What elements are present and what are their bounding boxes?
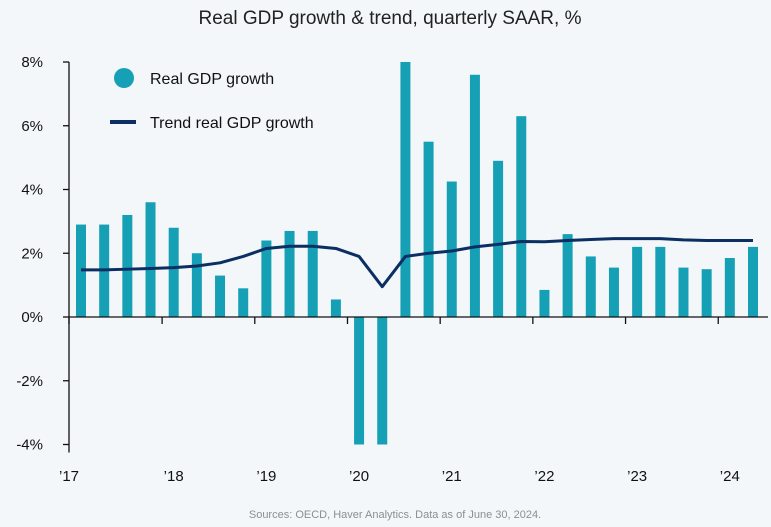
bar-2020Q2 [377,317,388,445]
bar-2023Q4 [701,269,712,317]
y-tick-label: 2% [21,245,43,262]
legend-swatch-real-gdp [114,68,134,88]
legend: Real GDP growth Trend real GDP growth [110,68,314,132]
x-tick-label: ’22 [534,468,554,485]
y-tick-label: 6% [21,118,43,135]
x-tick-label: ’24 [720,468,740,485]
x-tick-label: ’23 [627,468,647,485]
x-tick-label: ’21 [442,468,462,485]
bar-2019Q2 [284,230,295,317]
bar-2018Q2 [191,253,202,317]
bar-2022Q3 [585,256,596,317]
bar-2019Q4 [330,299,341,317]
y-tick-label: -4% [16,437,43,454]
y-tick-label: 0% [21,309,43,326]
x-tick-label: ’18 [164,468,184,485]
bar-2019Q3 [307,230,318,317]
bar-2020Q1 [354,317,365,445]
trend-line [81,237,753,289]
bar-2018Q3 [215,275,226,317]
legend-label-trend: Trend real GDP growth [150,115,314,132]
bar-2021Q2 [469,74,480,317]
y-tick-label: -2% [16,373,43,390]
x-tick-label: ’20 [349,468,369,485]
bar-2023Q2 [655,246,666,317]
y-tick-label: 8% [21,54,43,71]
bar-2023Q3 [678,267,689,317]
bar-2021Q3 [493,160,504,317]
chart-title: Real GDP growth & trend, quarterly SAAR,… [199,8,582,29]
x-tick-label: ’17 [59,468,79,485]
bar-2022Q4 [608,267,619,317]
bar-2020Q3 [400,62,411,317]
bar-series [76,62,758,445]
legend-label-real-gdp: Real GDP growth [150,71,274,88]
bar-2018Q1 [168,227,179,317]
y-axis: 8% 6% 4% 2% 0% -2% -4% [16,54,70,454]
y-tick-label: 4% [21,182,43,199]
trend-series [81,237,753,289]
bar-2024Q2 [748,246,758,317]
bar-2024Q1 [724,258,735,317]
source-note: Sources: OECD, Haver Analytics. Data as … [249,509,541,521]
bar-2022Q1 [539,289,550,317]
bar-2017Q4 [145,202,156,317]
x-tick-label: ’19 [256,468,276,485]
bar-2019Q1 [261,240,272,317]
x-axis: ’17 ’18 ’19 ’20 ’21 ’22 ’23 ’24 [59,316,768,485]
bar-2021Q1 [446,181,457,317]
bar-2021Q4 [516,116,527,317]
bar-2018Q4 [238,288,249,317]
bar-2017Q3 [122,215,133,317]
bar-2022Q2 [562,234,573,317]
bar-2020Q4 [423,141,434,317]
bar-2023Q1 [632,246,643,317]
